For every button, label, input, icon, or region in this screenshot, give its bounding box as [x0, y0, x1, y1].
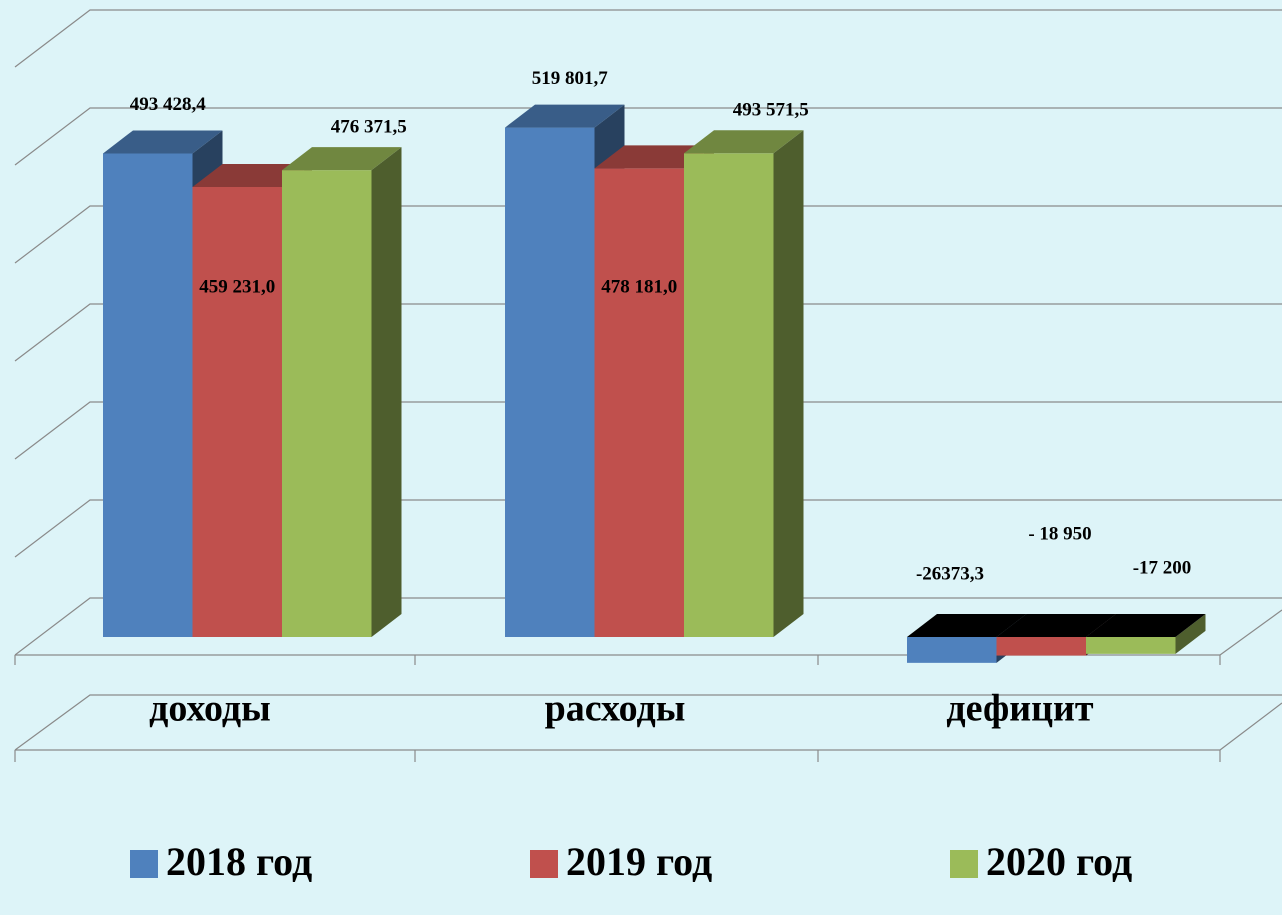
grid-line — [14, 597, 1282, 656]
bar-front — [996, 637, 1086, 656]
grid-line — [14, 303, 1282, 362]
legend-label: 2019 год — [566, 839, 712, 884]
bar-side — [1175, 614, 1206, 654]
bar-top — [684, 130, 804, 154]
value-label: 478 181,0 — [601, 276, 677, 297]
bar-side — [773, 130, 804, 637]
value-label: -26373,3 — [916, 563, 984, 584]
bar-front — [684, 153, 774, 637]
bar-top — [907, 614, 1027, 637]
grid-line — [14, 499, 1282, 558]
value-label: 493 428,4 — [130, 94, 207, 115]
value-label: 519 801,7 — [532, 68, 609, 89]
bar-top — [505, 104, 625, 128]
bar-front — [192, 186, 282, 637]
value-label: 493 571,5 — [733, 100, 809, 121]
category-platform — [14, 694, 1282, 751]
bar-front — [1086, 637, 1176, 654]
grid-line — [14, 107, 1282, 166]
category-label: доходы — [149, 688, 271, 730]
value-label: - 18 950 — [1028, 523, 1091, 544]
legend-swatch — [950, 850, 978, 878]
floor-edge — [1219, 609, 1282, 656]
grid-line — [14, 9, 1282, 68]
legend-label: 2018 год — [166, 839, 312, 884]
legend-label: 2020 год — [986, 839, 1132, 884]
bar-front — [103, 153, 193, 637]
bar — [282, 147, 402, 637]
value-label: 459 231,0 — [199, 276, 275, 297]
grid-line — [14, 205, 1282, 264]
category-label: расходы — [545, 688, 686, 730]
legend-swatch — [530, 850, 558, 878]
legend-swatch — [130, 850, 158, 878]
bar-side — [371, 147, 402, 637]
bar-front — [282, 170, 372, 637]
bar-front — [907, 637, 997, 663]
bar-top — [1086, 614, 1206, 637]
bar — [1086, 614, 1206, 654]
bar-top — [996, 614, 1116, 637]
bar-front — [594, 168, 684, 637]
grid-line — [14, 401, 1282, 460]
bar-top — [103, 130, 223, 154]
bar-top — [282, 147, 402, 171]
value-label: 476 371,5 — [331, 117, 407, 138]
value-label: -17 200 — [1133, 557, 1192, 578]
bar-front — [505, 127, 595, 638]
bar — [684, 130, 804, 637]
category-label: дефицит — [946, 688, 1094, 730]
